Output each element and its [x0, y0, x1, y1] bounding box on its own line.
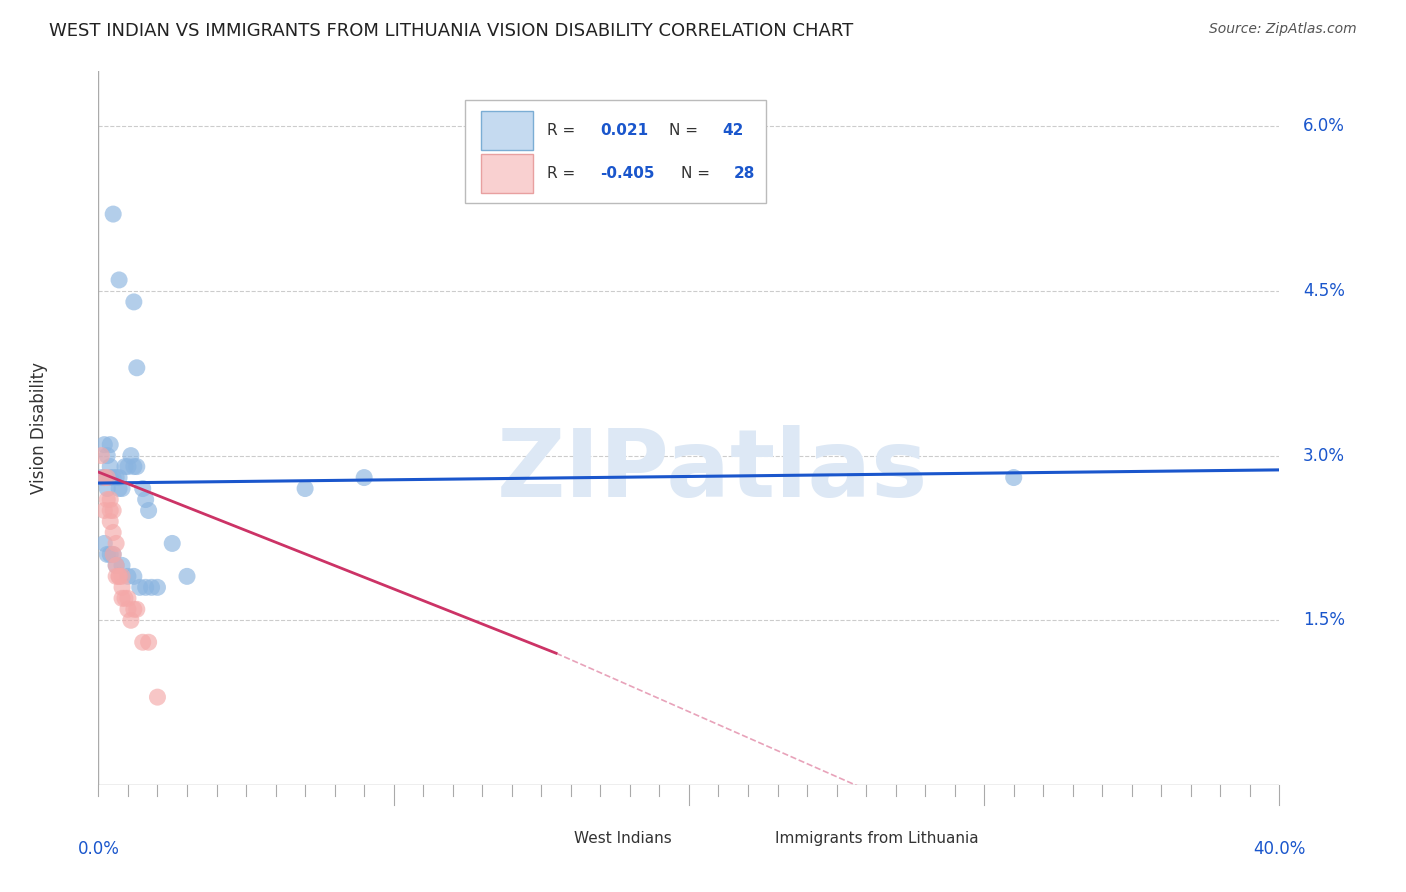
Point [1002, 470, 1025, 484]
Point [122, 602, 145, 616]
Text: 1.5%: 1.5% [1303, 611, 1346, 629]
Point [122, 569, 145, 583]
Point [105, 569, 128, 583]
Point [138, 503, 160, 517]
Point [114, 459, 136, 474]
Text: 40.0%: 40.0% [1253, 840, 1306, 858]
Point [114, 591, 136, 606]
Point [125, 360, 148, 375]
Point [103, 470, 125, 484]
Text: 42: 42 [723, 123, 744, 138]
Point [135, 580, 157, 594]
Point [98, 437, 121, 451]
Point [117, 591, 139, 606]
Point [105, 558, 128, 573]
Point [132, 482, 155, 496]
Point [122, 294, 145, 309]
Point [98, 503, 121, 517]
Text: -0.405: -0.405 [600, 166, 655, 181]
Point [96, 470, 118, 484]
Point [111, 591, 134, 606]
Point [90, 470, 112, 484]
Point [117, 459, 139, 474]
FancyBboxPatch shape [520, 819, 568, 858]
Point [98, 492, 121, 507]
Point [128, 580, 150, 594]
Text: Source: ZipAtlas.com: Source: ZipAtlas.com [1209, 22, 1357, 37]
Point [103, 525, 125, 540]
FancyBboxPatch shape [464, 100, 766, 203]
Text: West Indians: West Indians [575, 831, 672, 846]
Point [111, 569, 134, 583]
Point [146, 580, 169, 594]
Point [108, 569, 131, 583]
FancyBboxPatch shape [481, 154, 533, 193]
Point [294, 482, 316, 496]
Point [176, 569, 198, 583]
Text: 0.021: 0.021 [600, 123, 648, 138]
Point [98, 548, 121, 562]
Point [108, 569, 131, 583]
Point [93, 503, 115, 517]
Point [353, 470, 375, 484]
Point [125, 459, 148, 474]
Point [96, 449, 118, 463]
Point [103, 548, 125, 562]
Text: ZIPatlas: ZIPatlas [496, 425, 928, 517]
Point [120, 449, 142, 463]
FancyBboxPatch shape [481, 112, 533, 150]
Point [146, 690, 169, 705]
Point [93, 536, 115, 550]
Point [117, 602, 139, 616]
Point [138, 635, 160, 649]
Text: WEST INDIAN VS IMMIGRANTS FROM LITHUANIA VISION DISABILITY CORRELATION CHART: WEST INDIAN VS IMMIGRANTS FROM LITHUANIA… [49, 22, 853, 40]
Point [103, 207, 125, 221]
Text: 4.5%: 4.5% [1303, 282, 1346, 300]
Point [105, 558, 128, 573]
Point [141, 580, 163, 594]
Text: R =: R = [547, 166, 581, 181]
Point [98, 470, 121, 484]
Point [105, 470, 128, 484]
FancyBboxPatch shape [721, 819, 769, 858]
Point [90, 449, 112, 463]
Text: R =: R = [547, 123, 581, 138]
Point [96, 492, 118, 507]
Point [103, 548, 125, 562]
Point [117, 569, 139, 583]
Text: 0.0%: 0.0% [77, 840, 120, 858]
Text: 6.0%: 6.0% [1303, 117, 1346, 136]
Text: 28: 28 [734, 166, 755, 181]
Point [93, 470, 115, 484]
Text: N =: N = [669, 123, 703, 138]
Point [103, 503, 125, 517]
Point [108, 470, 131, 484]
Point [111, 482, 134, 496]
Point [125, 602, 148, 616]
Text: Vision Disability: Vision Disability [31, 362, 48, 494]
Point [105, 536, 128, 550]
Point [98, 515, 121, 529]
Point [111, 580, 134, 594]
Text: N =: N = [681, 166, 714, 181]
Point [96, 548, 118, 562]
Text: 3.0%: 3.0% [1303, 447, 1346, 465]
Point [132, 635, 155, 649]
Text: Immigrants from Lithuania: Immigrants from Lithuania [775, 831, 979, 846]
Point [93, 470, 115, 484]
Point [96, 482, 118, 496]
Point [111, 558, 134, 573]
Point [135, 492, 157, 507]
Point [93, 437, 115, 451]
Point [162, 536, 183, 550]
Point [108, 482, 131, 496]
Point [98, 459, 121, 474]
Point [122, 459, 145, 474]
Point [108, 273, 131, 287]
Point [120, 613, 142, 627]
